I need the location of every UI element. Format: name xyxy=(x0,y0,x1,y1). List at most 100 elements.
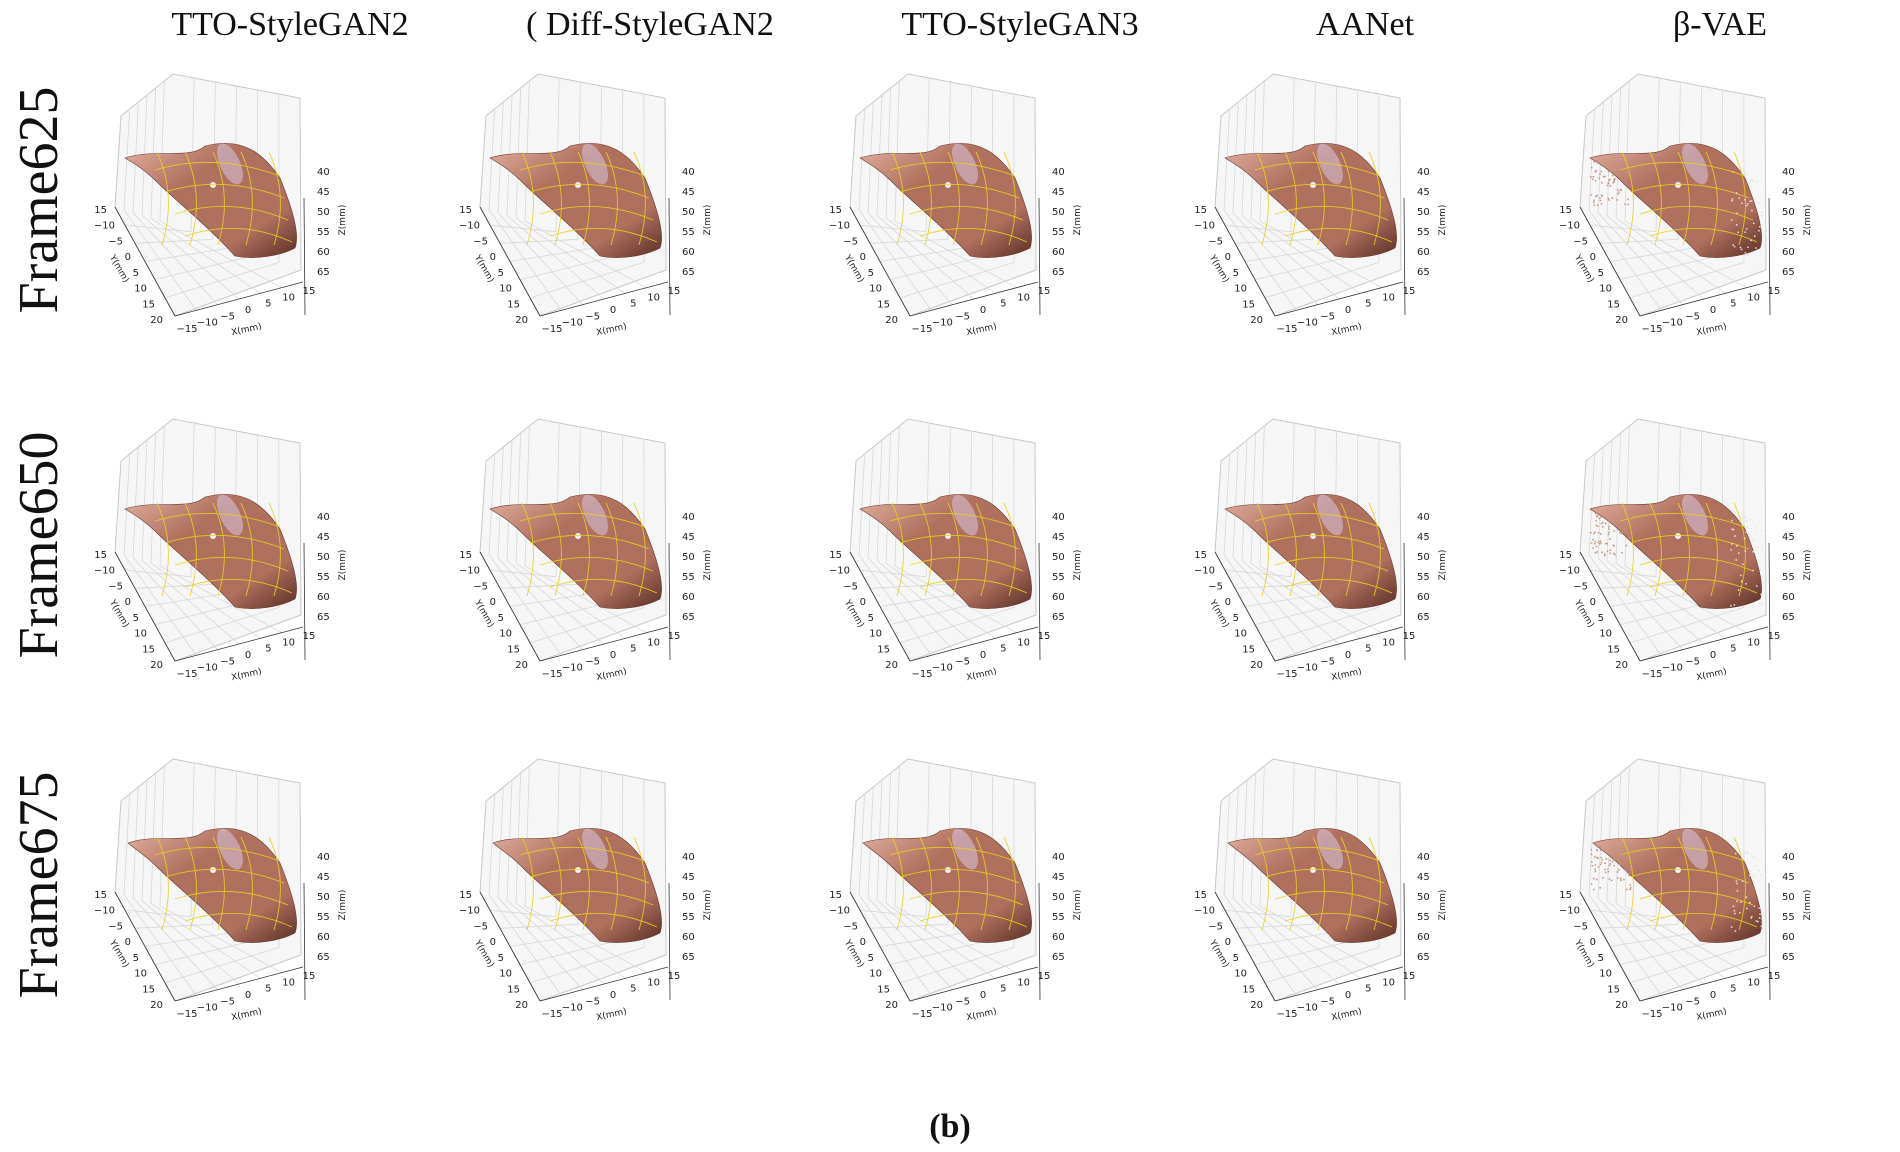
y-tick-label: −5 xyxy=(1208,921,1223,932)
z-tick-label: 50 xyxy=(1782,207,1795,218)
y-tick-label: −10 xyxy=(1560,221,1580,232)
surface-plot-panel: −15−10−505101520−15−10−50510154045505560… xyxy=(95,405,435,735)
axis-lines xyxy=(1214,197,1406,317)
specular-spot xyxy=(210,533,216,539)
surface-plot-panel: −15−10−505101520−15−10−50510154045505560… xyxy=(1560,60,1900,390)
x-tick-label: −10 xyxy=(1297,1003,1318,1014)
y-tick-label: −15 xyxy=(830,550,842,561)
z-tick-label: 45 xyxy=(1417,872,1430,883)
z-tick-label: 60 xyxy=(682,247,695,258)
z-tick-label: 60 xyxy=(317,932,330,943)
z-axis-label: Z(mm) xyxy=(1803,205,1813,236)
x-tick-label: −5 xyxy=(220,311,235,322)
z-tick-label: 50 xyxy=(1052,552,1065,563)
z-tick-label: 60 xyxy=(317,592,330,603)
z-tick-label: 45 xyxy=(1052,187,1065,198)
x-tick-label: −5 xyxy=(1320,656,1335,667)
x-tick-label: 0 xyxy=(1710,650,1716,661)
x-tick-label: −10 xyxy=(932,1003,953,1014)
z-axis-label: Z(mm) xyxy=(338,205,348,236)
z-tick-label: 40 xyxy=(1052,852,1065,863)
x-tick-label: −5 xyxy=(1320,311,1335,322)
y-tick-label: 10 xyxy=(1234,629,1247,640)
axis-lines xyxy=(114,197,306,317)
z-tick-label: 40 xyxy=(1782,852,1795,863)
y-tick-label: 15 xyxy=(142,299,155,310)
z-tick-label: 45 xyxy=(1417,187,1430,198)
z-tick-label: 55 xyxy=(682,912,695,923)
axis-lines xyxy=(1579,197,1771,317)
y-tick-label: 15 xyxy=(507,984,520,995)
specular-spot xyxy=(945,867,951,873)
x-tick-label: 10 xyxy=(1747,292,1760,303)
z-tick-label: 50 xyxy=(317,207,330,218)
x-tick-label: 10 xyxy=(647,292,660,303)
y-tick-label: 10 xyxy=(499,969,512,980)
reconstructed-surface xyxy=(1589,143,1762,258)
z-tick-label: 45 xyxy=(1417,532,1430,543)
surface-plot-panel: −15−10−505101520−15−10−50510154045505560… xyxy=(830,745,1170,1075)
x-tick-label: 0 xyxy=(980,990,986,1001)
x-tick-label: 5 xyxy=(1730,984,1736,995)
x-tick-label: 10 xyxy=(282,637,295,648)
row-label-frame650: Frame650 xyxy=(8,431,70,659)
z-tick-label: 45 xyxy=(1052,532,1065,543)
z-tick-label: 50 xyxy=(682,207,695,218)
x-tick-label: 15 xyxy=(1403,631,1416,642)
z-tick-label: 60 xyxy=(1052,247,1065,258)
y-tick-label: 0 xyxy=(490,252,496,263)
x-tick-label: 0 xyxy=(610,305,616,316)
z-tick-label: 40 xyxy=(1052,512,1065,523)
z-tick-label: 60 xyxy=(1052,932,1065,943)
z-tick-label: 60 xyxy=(1417,247,1430,258)
z-tick-label: 45 xyxy=(317,187,330,198)
z-tick-label: 65 xyxy=(1052,267,1065,278)
z-tick-label: 60 xyxy=(682,592,695,603)
z-tick-label: 60 xyxy=(1417,592,1430,603)
z-tick-label: 55 xyxy=(1052,912,1065,923)
y-tick-label: −10 xyxy=(95,566,115,577)
z-tick-label: 55 xyxy=(1417,912,1430,923)
surface-plot-panel: −15−10−505101520−15−10−50510154045505560… xyxy=(1195,405,1535,735)
surface-grid-overlay xyxy=(1619,151,1758,246)
y-tick-label: 10 xyxy=(869,284,882,295)
z-tick-label: 50 xyxy=(317,892,330,903)
y-tick-label: −5 xyxy=(108,236,123,247)
y-tick-label: −5 xyxy=(108,581,123,592)
y-tick-label: −5 xyxy=(1208,236,1223,247)
x-tick-label: 15 xyxy=(1403,286,1416,297)
surface-plot: −15−10−505101520−15−10−50510154045505560… xyxy=(1560,418,1813,683)
x-tick-label: 10 xyxy=(647,977,660,988)
z-tick-label: 60 xyxy=(1782,247,1795,258)
y-tick-label: 20 xyxy=(1615,315,1628,326)
z-tick-label: 45 xyxy=(1052,872,1065,883)
z-axis-label: Z(mm) xyxy=(1803,550,1813,581)
surface-plot-panel: −15−10−505101520−15−10−50510154045505560… xyxy=(460,405,800,735)
axis-lines xyxy=(849,882,1041,1002)
x-tick-label: −10 xyxy=(932,318,953,329)
surface-grid-overlay xyxy=(154,836,293,931)
y-tick-label: −5 xyxy=(1208,581,1223,592)
x-tick-label: 10 xyxy=(1382,637,1395,648)
y-tick-label: −15 xyxy=(1195,550,1207,561)
y-tick-label: −15 xyxy=(95,205,107,216)
y-tick-label: 10 xyxy=(499,629,512,640)
reconstructed-surface xyxy=(124,143,297,258)
z-tick-label: 45 xyxy=(1782,532,1795,543)
x-axis-label: X(mm) xyxy=(966,1007,998,1023)
x-tick-label: −10 xyxy=(562,318,583,329)
x-tick-label: −15 xyxy=(176,1009,197,1020)
z-tick-label: 50 xyxy=(682,552,695,563)
y-tick-label: 5 xyxy=(1233,268,1239,279)
x-tick-label: −5 xyxy=(955,656,970,667)
y-tick-label: 5 xyxy=(1598,953,1604,964)
x-tick-label: 0 xyxy=(1345,305,1351,316)
x-tick-label: −15 xyxy=(176,669,197,680)
z-tick-label: 65 xyxy=(1782,952,1795,963)
y-tick-label: 0 xyxy=(1225,252,1231,263)
y-tick-label: −10 xyxy=(460,566,480,577)
z-tick-label: 65 xyxy=(1782,612,1795,623)
reconstructed-surface xyxy=(1227,828,1397,943)
z-tick-label: 65 xyxy=(682,952,695,963)
y-tick-label: 20 xyxy=(515,660,528,671)
